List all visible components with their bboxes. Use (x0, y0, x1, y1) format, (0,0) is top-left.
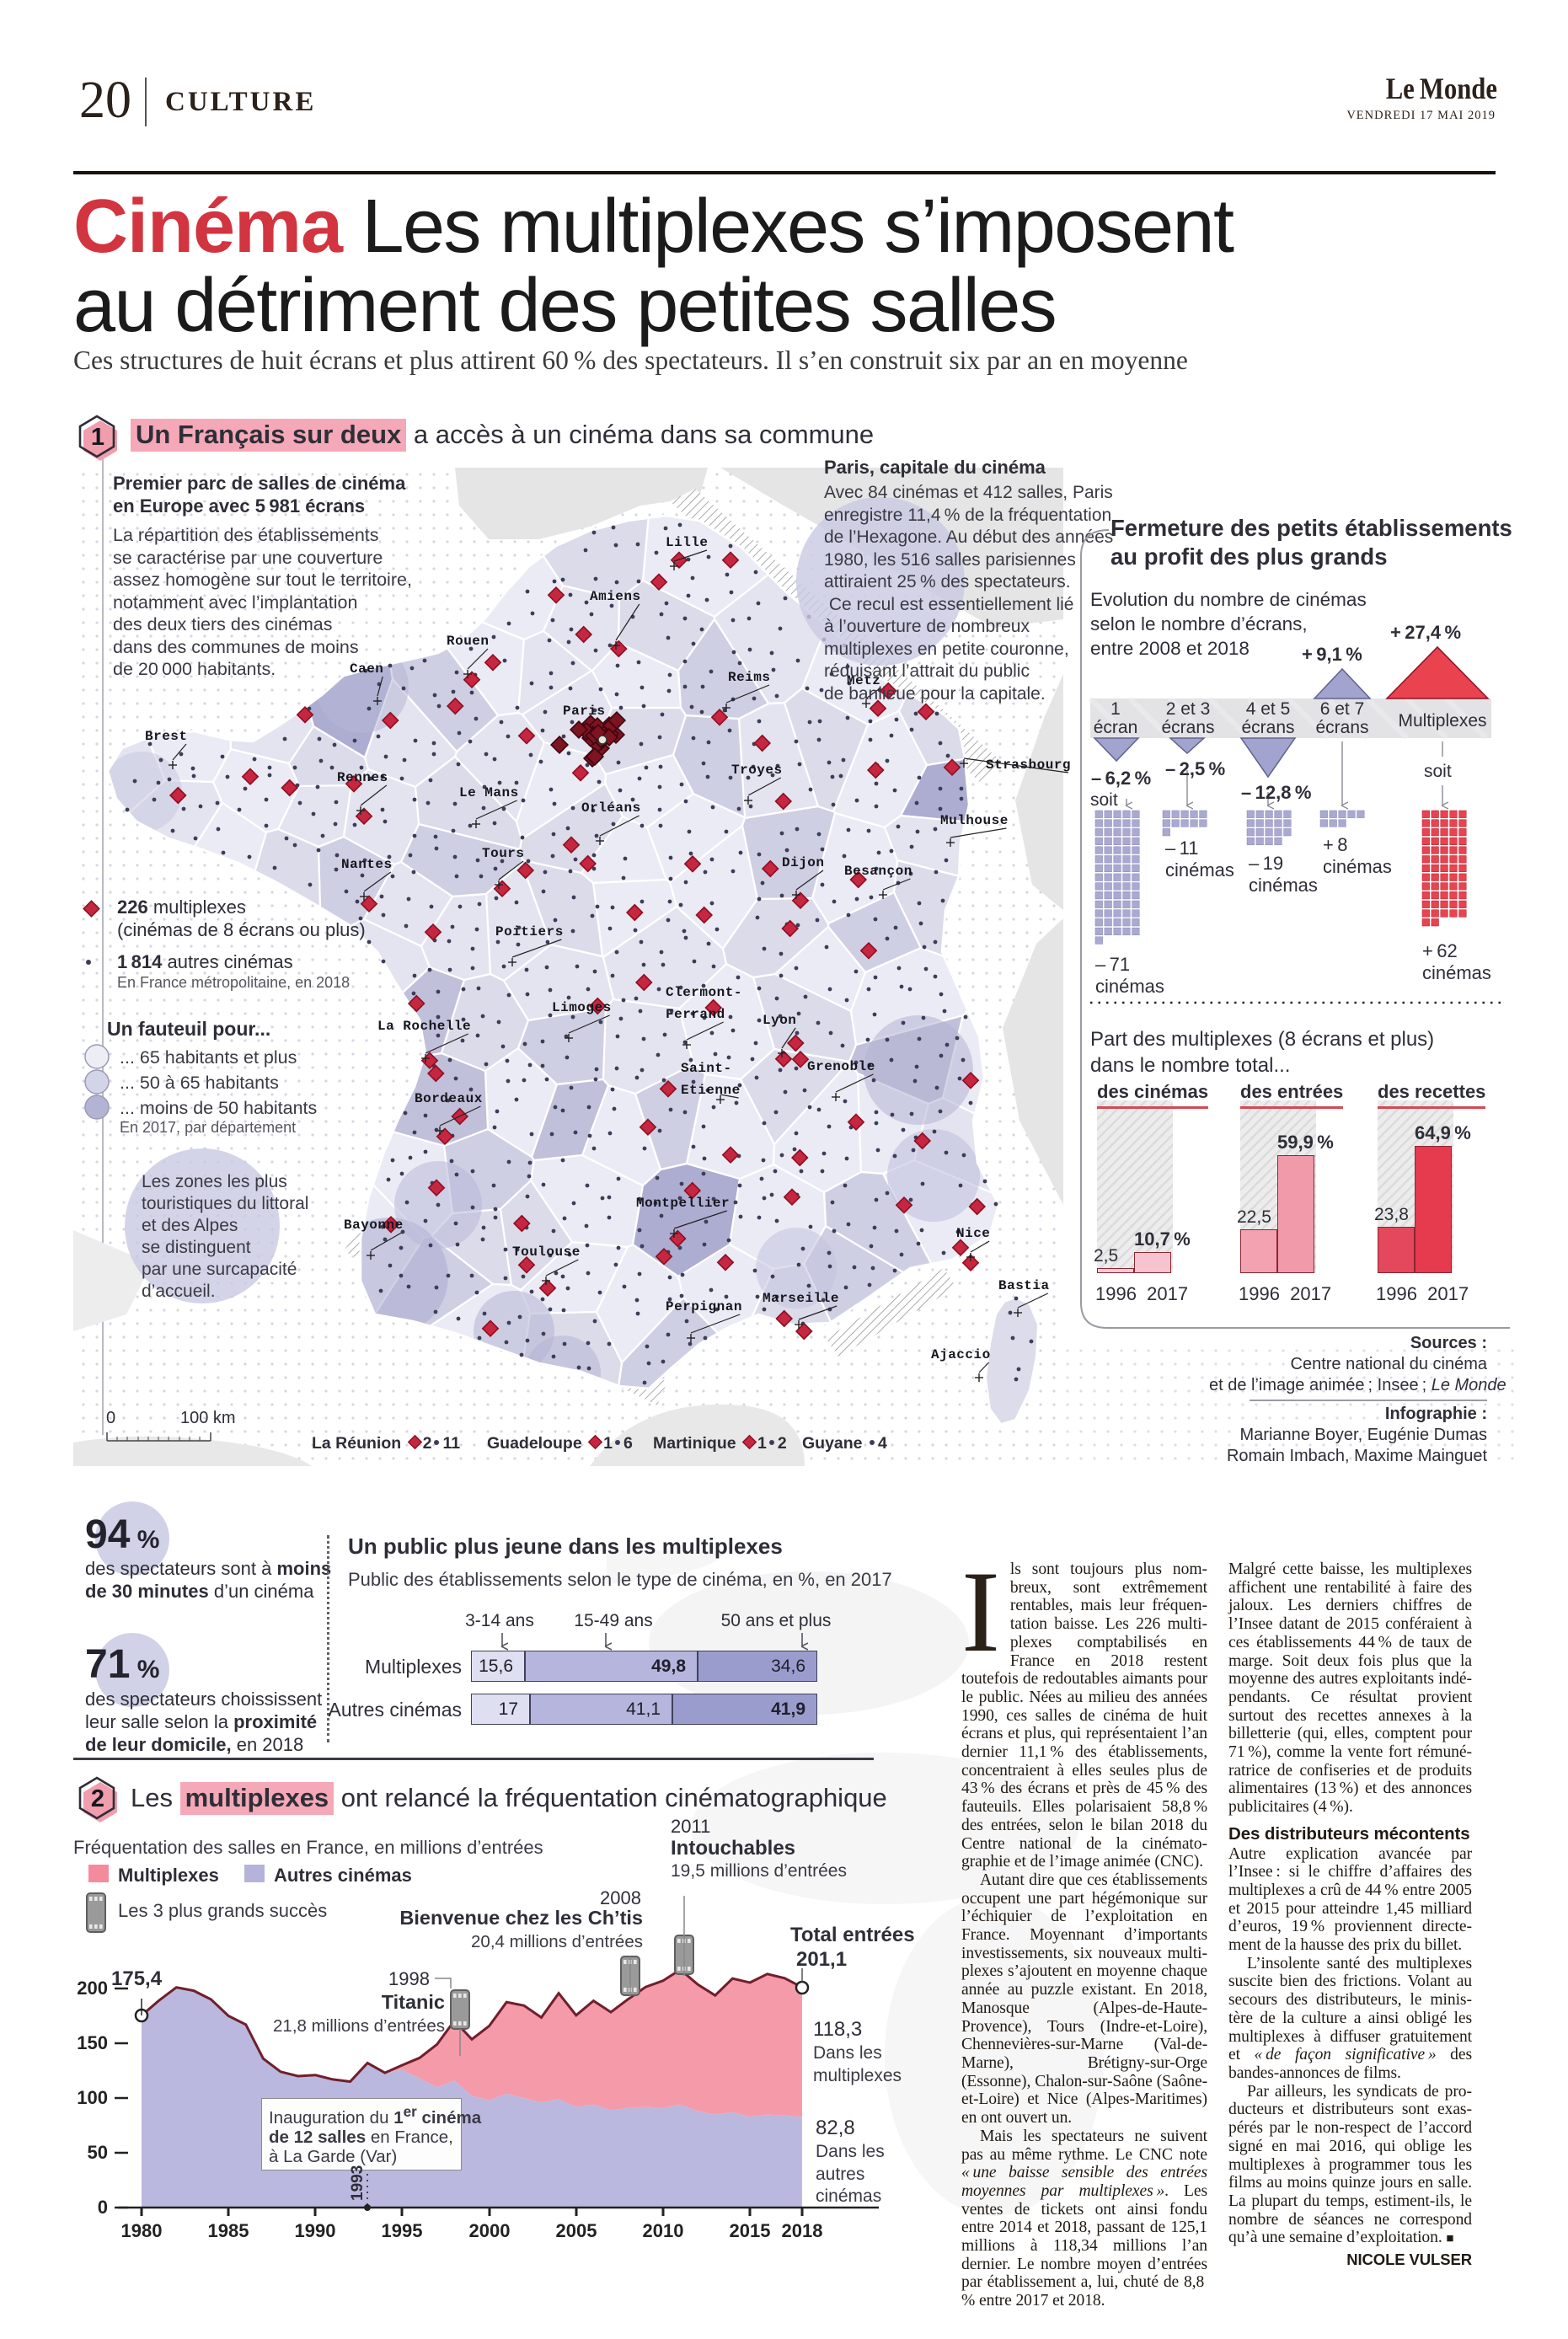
svg-text:Toulouse: Toulouse (512, 1244, 581, 1260)
svg-text:2: 2 (91, 1785, 104, 1812)
svg-text:Lyon: Lyon (763, 1013, 796, 1028)
svg-text:Bastia: Bastia (998, 1278, 1050, 1293)
svg-text:Dijon: Dijon (782, 855, 825, 870)
svg-text:Lille: Lille (666, 535, 709, 550)
svg-text:Le Mans: Le Mans (459, 785, 519, 800)
svg-text:2015: 2015 (730, 2220, 771, 2241)
svg-text:Ferrand: Ferrand (666, 1007, 725, 1022)
svg-text:Grenoble: Grenoble (807, 1059, 875, 1074)
svg-text:Marseille: Marseille (763, 1291, 839, 1306)
svg-text:Caen: Caen (350, 661, 383, 677)
svg-text:1990: 1990 (295, 2220, 336, 2241)
svg-text:Perpignan: Perpignan (666, 1299, 742, 1314)
svg-text:1980: 1980 (121, 2220, 163, 2241)
svg-text:Besançon: Besançon (844, 864, 912, 879)
svg-text:Bordeaux: Bordeaux (415, 1091, 483, 1106)
svg-text:Bayonne: Bayonne (344, 1218, 404, 1233)
svg-text:2000: 2000 (469, 2220, 511, 2241)
svg-text:Saint-: Saint- (681, 1061, 732, 1076)
svg-text:150: 150 (77, 2032, 108, 2053)
svg-text:1985: 1985 (208, 2220, 249, 2241)
svg-text:100: 100 (77, 2087, 108, 2108)
svg-text:2005: 2005 (556, 2220, 597, 2241)
svg-text:200: 200 (77, 1978, 108, 1999)
svg-text:La Rochelle: La Rochelle (377, 1019, 471, 1034)
svg-text:2010: 2010 (643, 2220, 684, 2241)
svg-text:Brest: Brest (145, 729, 188, 744)
svg-text:Etienne: Etienne (681, 1083, 741, 1098)
svg-text:Mulhouse: Mulhouse (940, 813, 1009, 828)
svg-text:Nantes: Nantes (341, 857, 393, 872)
svg-text:Reims: Reims (728, 670, 771, 685)
svg-text:Paris: Paris (563, 704, 606, 719)
svg-text:Metz: Metz (847, 673, 880, 688)
svg-text:2018: 2018 (782, 2220, 823, 2241)
svg-text:Ajaccio: Ajaccio (931, 1347, 991, 1362)
svg-text:Tours: Tours (482, 846, 525, 861)
svg-text:Rennes: Rennes (337, 770, 388, 785)
svg-text:Troyes: Troyes (731, 763, 783, 778)
svg-text:Poitiers: Poitiers (495, 924, 564, 939)
svg-text:50: 50 (88, 2142, 108, 2163)
svg-text:Clermont-: Clermont- (666, 985, 742, 1000)
svg-text:Amiens: Amiens (590, 589, 641, 604)
svg-text:Montpellier: Montpellier (636, 1196, 730, 1211)
svg-text:1995: 1995 (382, 2220, 423, 2241)
svg-text:Limoges: Limoges (552, 1000, 612, 1015)
svg-text:Strasbourg: Strasbourg (986, 757, 1071, 773)
svg-text:0: 0 (98, 2197, 108, 2218)
svg-text:Orléans: Orléans (581, 800, 641, 816)
svg-text:1: 1 (91, 424, 104, 451)
svg-text:Nice: Nice (956, 1226, 990, 1241)
svg-text:Rouen: Rouen (447, 634, 490, 649)
